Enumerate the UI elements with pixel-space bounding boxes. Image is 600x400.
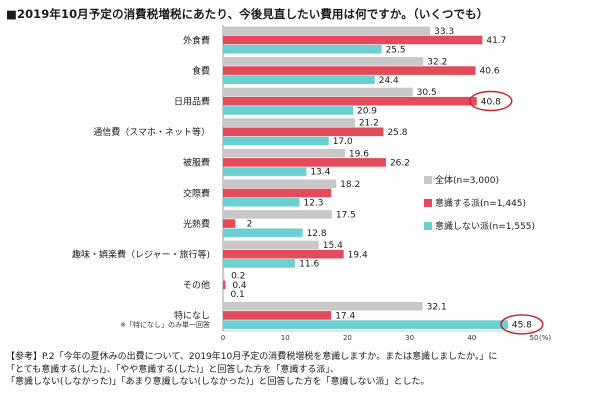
chart-title: ■2019年10月予定の消費税増税にあたり、今後見直したい費用は何ですか。（いく… xyxy=(6,7,489,21)
bar xyxy=(223,87,413,97)
data-label: 12.3 xyxy=(303,198,323,208)
bar xyxy=(223,75,375,85)
note-line-1: 【参考】P.2「今年の夏休みの出費について、2019年10月予定の消費税増税を意… xyxy=(6,352,498,362)
bar xyxy=(223,197,300,207)
bar xyxy=(223,240,319,250)
bar xyxy=(223,259,296,268)
legend-swatch xyxy=(424,199,432,207)
bar xyxy=(223,320,508,329)
category-label: 外食費 xyxy=(183,34,210,46)
data-label: 12.8 xyxy=(307,229,327,239)
x-tick-label: 10 xyxy=(281,334,290,342)
bar xyxy=(223,167,307,176)
bar xyxy=(223,66,476,75)
bar xyxy=(223,311,332,320)
category-label: 光熱費 xyxy=(183,218,210,230)
data-label: 41.7 xyxy=(486,36,506,46)
category-label: その他 xyxy=(183,279,210,291)
data-label: 17.4 xyxy=(335,312,355,322)
data-label: 20.9 xyxy=(357,107,377,117)
category-label: 日用品費 xyxy=(174,96,210,108)
legend-swatch xyxy=(424,222,432,230)
note-line-2: 「とても意識する(した)」、「やや意識する(した)」と回答した方を「意識する派」… xyxy=(6,364,339,375)
x-tick-label: 50 xyxy=(530,334,539,342)
bar xyxy=(223,301,423,311)
data-label: 21.2 xyxy=(359,119,379,129)
reference-note: 【参考】P.2「今年の夏休みの出費について、2019年10月予定の消費税増税を意… xyxy=(6,351,497,389)
bar xyxy=(223,106,353,115)
data-label: 32.2 xyxy=(427,58,447,68)
data-label: 40.8 xyxy=(481,97,501,107)
legend-label: 意識しない派(n=1,555) xyxy=(435,220,535,232)
data-label: 25.5 xyxy=(386,45,406,55)
data-label: 0.1 xyxy=(230,290,244,300)
data-label: 15.4 xyxy=(323,241,343,251)
bar-chart: 0 10 20 30 40 50 (%) 33.3 41.7 25.5 外食費 32.2 40.6 24.… xyxy=(72,25,551,342)
bar xyxy=(223,44,382,54)
bar xyxy=(223,35,483,45)
data-label: 17.0 xyxy=(333,137,353,147)
category-label: 被服費 xyxy=(183,157,210,169)
data-label: 11.6 xyxy=(299,260,319,270)
legend-swatch xyxy=(424,176,432,184)
data-label: 33.3 xyxy=(434,27,454,37)
data-label: 30.5 xyxy=(417,88,437,98)
x-tick-label: 0 xyxy=(221,334,225,342)
legend-label: 意識する派(n=1,445) xyxy=(435,197,526,209)
data-label: 26.2 xyxy=(390,159,410,169)
category-label: 特になし xyxy=(174,310,210,322)
bar xyxy=(223,26,431,36)
x-tick-label: 20 xyxy=(343,334,352,342)
data-label: 45.8 xyxy=(512,321,532,331)
bar xyxy=(223,188,332,198)
bar xyxy=(223,148,345,158)
category-label: 食費 xyxy=(192,65,210,77)
data-label: 40.6 xyxy=(480,67,500,77)
bar xyxy=(223,280,226,290)
category-label: 通信費（スマホ・ネット等） xyxy=(93,126,210,138)
data-label: 19.6 xyxy=(349,149,369,159)
bar xyxy=(223,57,424,66)
data-label: 13.4 xyxy=(310,168,330,178)
data-label: 0.4 xyxy=(232,281,247,291)
bar xyxy=(223,136,329,146)
highlight-circle xyxy=(469,90,513,112)
note-line-3: 「意識しない(しなかった)」「あまり意識しない(しなかった)」と回答した方を「意… xyxy=(6,377,430,387)
category-label: 趣味・娯楽費（レジャー・旅行等) xyxy=(72,249,210,261)
data-label: 19.4 xyxy=(348,250,368,260)
bar xyxy=(223,179,337,189)
highlight-circle xyxy=(500,314,544,335)
bar xyxy=(223,96,477,106)
bar xyxy=(223,289,224,299)
bar xyxy=(223,127,384,137)
data-label: 25.8 xyxy=(387,128,407,138)
x-tick-label: 30 xyxy=(405,334,414,342)
legend-label: 全体(n=3,000) xyxy=(435,174,499,186)
x-tick-label: 40 xyxy=(467,334,476,342)
category-label: 交際費 xyxy=(183,187,210,199)
bar xyxy=(223,249,344,259)
data-label: 24.4 xyxy=(379,76,399,86)
data-label: 18.2 xyxy=(340,180,360,190)
category-footnote: ※「特になし」のみ単一回答 xyxy=(120,320,210,329)
data-label: 0.2 xyxy=(231,272,245,282)
data-label: 2 xyxy=(247,220,253,230)
bar xyxy=(223,118,355,127)
data-label: 32.1 xyxy=(427,302,447,312)
bar xyxy=(223,271,225,280)
data-label: 17.5 xyxy=(336,211,356,221)
bar xyxy=(223,219,236,228)
bar xyxy=(223,228,303,238)
bar xyxy=(223,210,332,219)
bar xyxy=(223,158,386,167)
x-unit-label: (%) xyxy=(539,334,551,342)
